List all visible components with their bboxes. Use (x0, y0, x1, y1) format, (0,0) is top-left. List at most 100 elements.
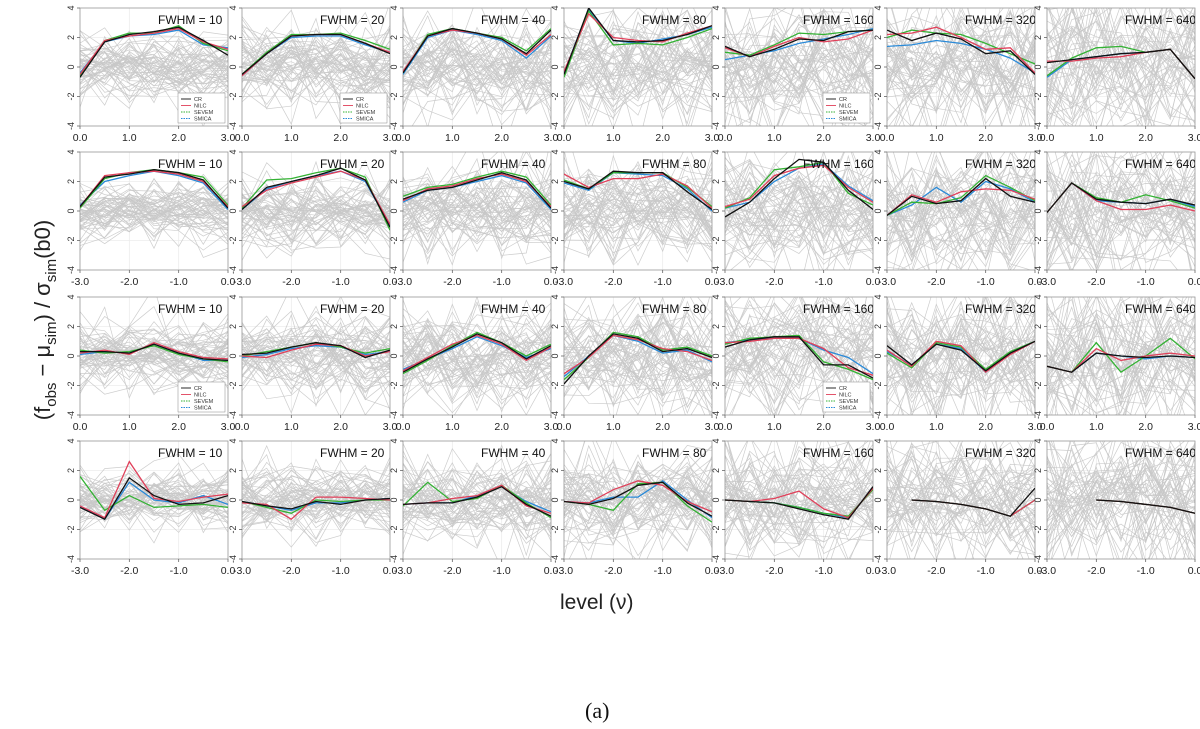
legend-label-sevem: SEVEM (839, 399, 859, 405)
y-tick-label: 0 (873, 208, 883, 213)
x-tick-label: 0.0 (705, 565, 720, 577)
observed-series (80, 341, 228, 363)
simulation-line (1047, 21, 1195, 88)
y-tick-label: 4 (228, 438, 238, 443)
simulation-line (725, 446, 873, 513)
simulation-line (564, 178, 712, 253)
y-tick-label: -2 (66, 236, 76, 244)
simulation-line (909, 297, 1033, 415)
simulation-lines (1047, 441, 1195, 559)
simulation-line (725, 441, 873, 537)
x-tick-label: 0.0 (718, 132, 733, 144)
simulation-line (564, 297, 712, 391)
simulation-line (242, 16, 390, 79)
simulation-line (242, 467, 390, 507)
simulation-line (80, 306, 228, 364)
simulation-line (80, 355, 228, 387)
simulation-line (1047, 152, 1195, 234)
series-line-cr (403, 172, 551, 209)
simulation-line (80, 46, 228, 84)
x-tick-label: 0.0 (866, 276, 881, 288)
y-tick-label: -4 (389, 266, 399, 274)
simulation-line (1047, 441, 1195, 519)
simulation-line (1047, 297, 1195, 408)
simulation-line (887, 297, 1035, 415)
simulation-line (80, 330, 228, 371)
legend-label-nilc: NILC (194, 393, 207, 399)
simulation-line (1047, 152, 1193, 226)
simulation-line (889, 441, 1035, 547)
y-tick-label: 2 (550, 468, 560, 473)
simulation-line (564, 297, 710, 381)
simulation-line (242, 44, 390, 93)
y-tick-label: -2 (66, 92, 76, 100)
simulation-line (887, 316, 1035, 393)
panel-r3c0: -4 -2 0 2 4 -3.0 -2.0 -1.0 0.0 FWHM = 10 (66, 438, 235, 577)
simulation-lines (403, 152, 551, 266)
panel-title: FWHM = 320 (965, 446, 1036, 460)
simulation-line (725, 152, 873, 264)
legend-box (822, 381, 871, 413)
simulation-line (725, 30, 873, 126)
simulation-line (725, 224, 873, 256)
simulation-line (1047, 205, 1179, 270)
panel-r0c2: -4 -2 0 2 4 0.0 1.0 2.0 3.0 FWHM = 40 (389, 5, 558, 144)
panel-r0c4: -4 -2 0 2 4 0.0 1.0 2.0 3.0 FWHM = 160 CRNILCSEVEM… (711, 5, 880, 144)
x-tick-label: 0.0 (396, 132, 411, 144)
x-tick-label: 1.0 (606, 421, 621, 433)
simulation-line (725, 8, 873, 115)
simulation-line (725, 152, 873, 270)
y-tick-label: -4 (228, 411, 238, 419)
legend-label-cr: CR (356, 97, 364, 103)
simulation-line (887, 152, 1035, 262)
series-line-cr (725, 158, 873, 218)
y-tick-label: 0 (66, 208, 76, 213)
x-tick-label: -2.0 (604, 276, 622, 288)
simulation-line (403, 310, 551, 364)
simulation-line (725, 303, 873, 375)
y-tick-label: -2 (873, 381, 883, 389)
x-tick-label: -3.0 (394, 276, 412, 288)
simulation-line (887, 313, 1035, 392)
y-tick-label: 2 (66, 324, 76, 329)
y-tick-label: 0 (711, 208, 721, 213)
x-tick-label: -2.0 (120, 276, 138, 288)
simulation-line (725, 152, 873, 270)
series-line-nilc (564, 480, 712, 513)
series-line-cr (887, 29, 1035, 75)
series-line-sevem (242, 167, 390, 231)
x-tick-label: -3.0 (878, 565, 896, 577)
simulation-line (242, 26, 390, 78)
simulation-line (564, 177, 712, 229)
simulation-line (403, 178, 551, 224)
series-line-cr (80, 26, 228, 78)
simulation-line (725, 307, 873, 404)
y-tick-label: 4 (1033, 149, 1043, 154)
x-tick-label: 0.0 (544, 565, 559, 577)
simulation-line (725, 22, 873, 113)
series-line-nilc (242, 496, 390, 521)
x-tick-label: -2.0 (282, 565, 300, 577)
series-line-smica (564, 172, 712, 212)
simulation-line (403, 321, 551, 400)
y-tick-label: 4 (711, 438, 721, 443)
simulation-line (80, 54, 228, 93)
simulation-line (1047, 324, 1195, 415)
panel-title: FWHM = 40 (481, 13, 546, 27)
simulation-line (242, 465, 390, 515)
x-tick-label: -3.0 (555, 565, 573, 577)
simulation-line (403, 190, 551, 219)
x-tick-label: 2.0 (171, 132, 186, 144)
simulation-line (80, 340, 228, 375)
panel-r2c0: -4 -2 0 2 4 0.0 1.0 2.0 3.0 FWHM = 10 CRNILCSEVEMS… (66, 294, 235, 433)
simulation-line (403, 455, 551, 513)
y-tick-label: 2 (389, 468, 399, 473)
y-tick-label: -4 (389, 555, 399, 563)
simulation-line (725, 166, 873, 246)
simulation-line (80, 47, 228, 74)
observed-series (80, 169, 228, 210)
simulation-line (725, 297, 873, 414)
simulation-line (403, 182, 551, 244)
simulation-line (1047, 10, 1195, 101)
